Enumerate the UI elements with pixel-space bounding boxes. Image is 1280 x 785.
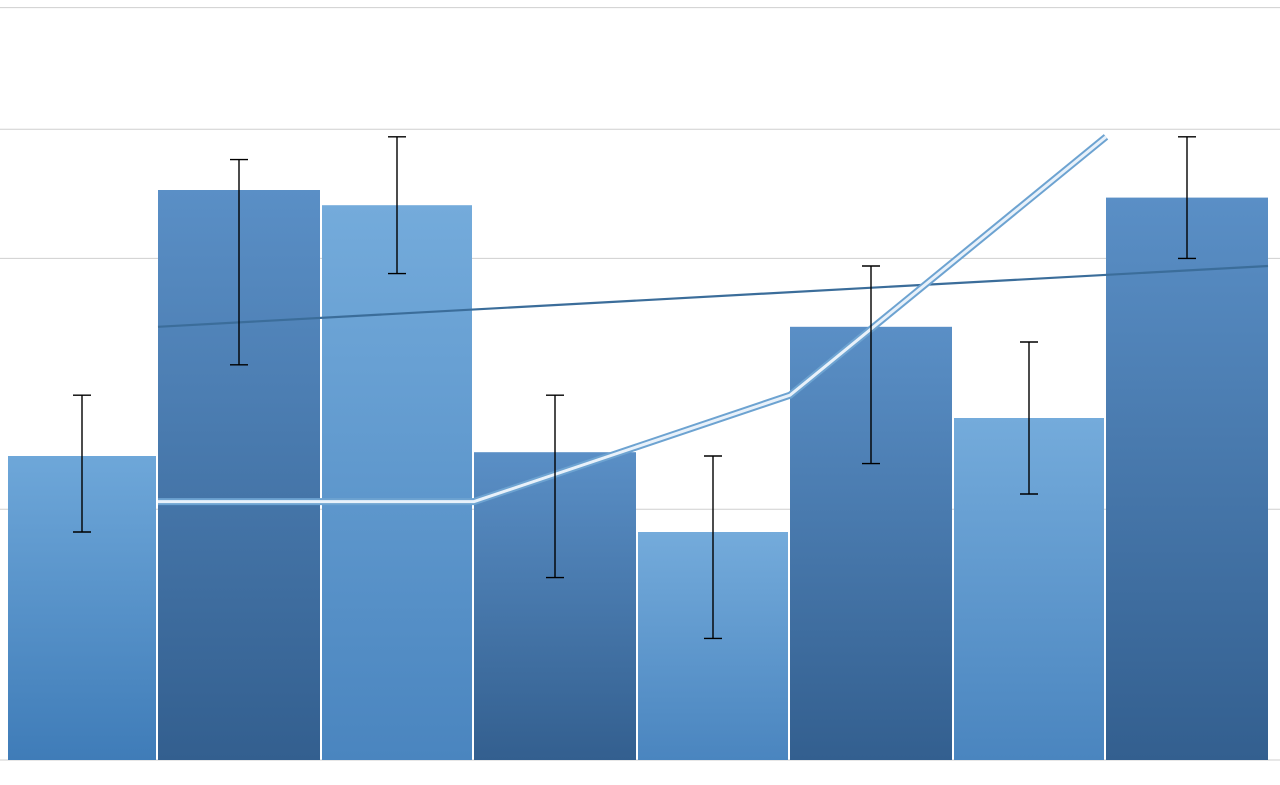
bar-b-3 <box>1106 198 1268 760</box>
bar-chart <box>0 0 1280 785</box>
chart-svg <box>0 0 1280 785</box>
bar-a-1 <box>322 205 472 760</box>
